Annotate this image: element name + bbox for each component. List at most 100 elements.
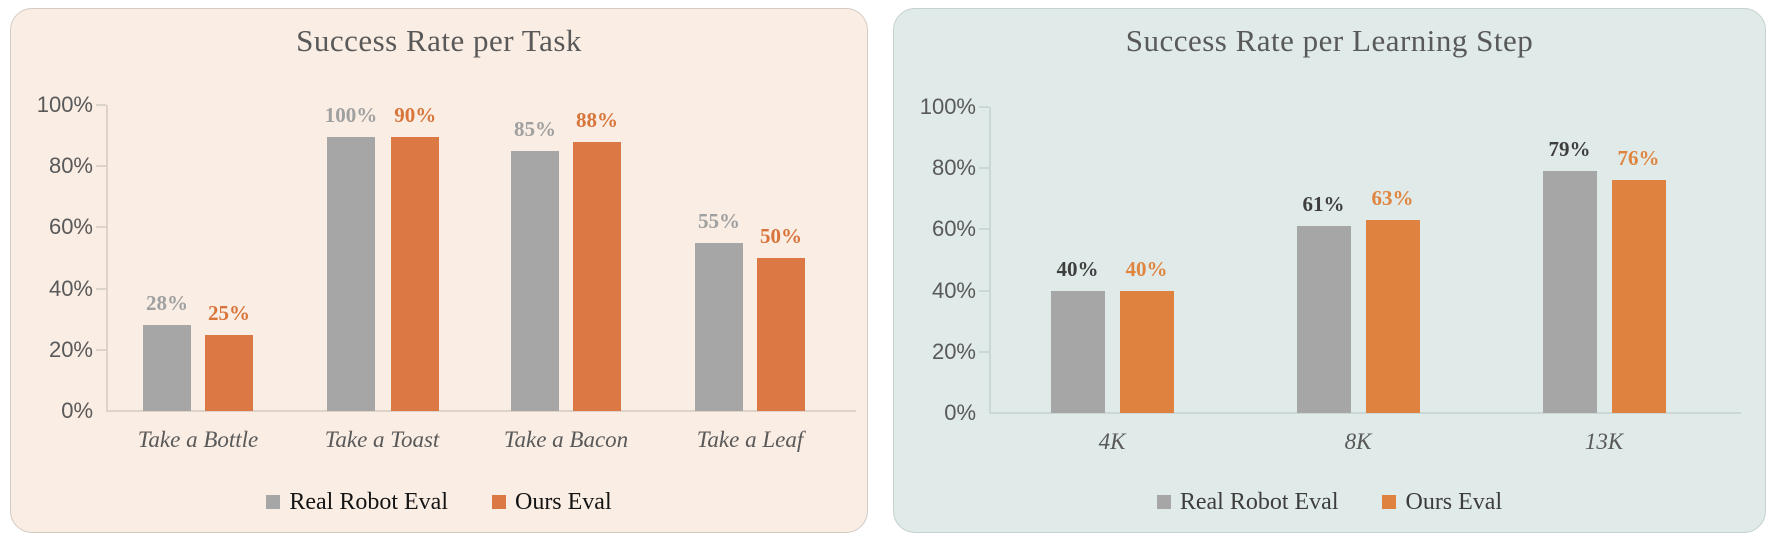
bar-real-robot-eval — [695, 242, 743, 411]
legend: Real Robot Eval Ours Eval — [11, 490, 867, 514]
y-axis-tick-label: 60% — [48, 214, 93, 240]
bar-value-label: 76% — [1617, 146, 1660, 171]
bar-with-label: 63% — [1365, 107, 1420, 413]
y-axis-tick-mark — [979, 106, 989, 108]
plot-area: 0% 20% 40% 60% 80% 100% 28% 25% 100% 90% 85% 88% 55… — [37, 94, 856, 422]
bar-real-robot-eval — [1296, 226, 1351, 413]
y-axis-tick-label: 100% — [36, 92, 93, 117]
bar-value-label: 25% — [208, 300, 250, 325]
y-axis-tick-mark — [979, 350, 989, 353]
legend-item-real-robot-eval: Real Robot Eval — [266, 490, 448, 514]
bar-value-label: 28% — [146, 291, 188, 316]
x-axis-category-label: Take a Toast — [324, 427, 440, 452]
bar-ours-eval — [1365, 220, 1420, 413]
y-axis-tick-label: 20% — [48, 336, 93, 362]
chart-panel-success-rate-per-learning-step: Success Rate per Learning Step 0% 20% 40% 6… — [893, 8, 1766, 533]
x-axis-category-label: 4K — [1098, 429, 1126, 454]
legend-label-ours-eval: Ours Eval — [1405, 489, 1503, 515]
bar-group: 28% 25% — [106, 105, 290, 411]
legend-swatch-ours-eval — [491, 495, 506, 509]
y-axis-line — [989, 107, 991, 413]
bar-group: 40% 40% — [989, 107, 1235, 413]
legend-swatch-real-robot-eval — [266, 495, 281, 509]
x-axis-category-labels: 4K 8K 13K — [989, 429, 1727, 455]
bar-real-robot-eval — [143, 325, 191, 411]
chart-title: Success Rate per Task — [296, 23, 582, 58]
y-axis-tick-label: 100% — [919, 94, 976, 119]
bar-ours-eval — [1611, 180, 1666, 413]
legend: Real Robot Eval Ours Eval — [894, 490, 1765, 514]
y-axis-tick-label: 0% — [61, 398, 93, 423]
bar-with-label: 76% — [1611, 107, 1666, 413]
bar-value-label: 55% — [698, 208, 740, 233]
bar-real-robot-eval — [327, 137, 375, 411]
legend-item-ours-eval: Ours Eval — [1382, 490, 1502, 514]
bar-value-label: 85% — [514, 116, 556, 141]
bar-group: 85% 88% — [474, 105, 658, 411]
x-axis-line — [106, 410, 856, 412]
y-axis-tick-label: 80% — [931, 155, 976, 181]
bar-group: 61% 63% — [1235, 107, 1481, 413]
y-axis: 0% 20% 40% 60% 80% 100% — [37, 94, 842, 422]
bar-value-label: 90% — [394, 103, 437, 127]
bar-with-label: 40% — [1050, 107, 1105, 413]
x-axis-category-label: Take a Leaf — [696, 427, 804, 452]
y-axis-tick-label: 20% — [931, 338, 976, 364]
bar-group: 55% 50% — [658, 105, 842, 411]
legend-item-real-robot-eval: Real Robot Eval — [1156, 489, 1339, 515]
y-axis-tick-mark — [96, 165, 106, 168]
bar-with-label: 50% — [757, 105, 805, 411]
x-axis-category-label: 8K — [1344, 429, 1372, 454]
bar-value-label: 88% — [576, 107, 618, 132]
y-axis-tick-mark — [96, 287, 106, 290]
plot-area: 0% 20% 40% 60% 80% 100% 40% 40% 61% 63% 79% 76% — [920, 96, 1741, 424]
bar-ours-eval — [573, 141, 621, 411]
y-axis-tick-mark — [979, 167, 989, 170]
bar-ours-eval — [391, 137, 440, 411]
bar-groups: 28% 25% 100% 90% 85% 88% 55% 50% — [106, 105, 842, 411]
legend-label-real-robot-eval: Real Robot Eval — [289, 489, 448, 515]
bar-value-label: 79% — [1548, 137, 1591, 162]
bar-group: 100% 90% — [290, 105, 474, 411]
legend-label-ours-eval: Ours Eval — [514, 489, 612, 515]
bar-value-label: 40% — [1056, 256, 1099, 281]
x-axis-category-labels: Take a Bottle Take a Toast Take a Bacon Tak… — [106, 427, 842, 453]
bar-with-label: 55% — [695, 105, 743, 411]
bar-with-label: 100% — [324, 103, 378, 411]
legend-label-real-robot-eval: Real Robot Eval — [1179, 489, 1339, 515]
x-axis-category-label: Take a Bacon — [503, 427, 629, 452]
y-axis-line — [106, 105, 108, 411]
bar-value-label: 100% — [324, 103, 378, 127]
bar-with-label: 25% — [205, 105, 253, 411]
chart-panel-success-rate-per-task: Success Rate per Task 0% 20% 40% 60% 80% 100%… — [10, 8, 868, 533]
y-axis-tick-mark — [96, 348, 106, 351]
y-axis-tick-label: 0% — [944, 400, 976, 425]
bar-with-label: 28% — [143, 105, 191, 411]
bar-ours-eval — [205, 334, 253, 411]
chart-title: Success Rate per Learning Step — [1125, 23, 1534, 58]
x-axis-category-label: Take a Bottle — [137, 427, 259, 452]
y-axis-tick-label: 60% — [931, 216, 976, 242]
bar-with-label: 61% — [1296, 107, 1351, 413]
bar-value-label: 63% — [1371, 186, 1414, 211]
bar-with-label: 90% — [391, 103, 440, 411]
bar-ours-eval — [757, 258, 805, 411]
legend-item-ours-eval: Ours Eval — [491, 489, 612, 515]
legend-swatch-real-robot-eval — [1156, 495, 1171, 509]
bar-value-label: 40% — [1125, 256, 1168, 281]
bar-groups: 40% 40% 61% 63% 79% 76% — [989, 107, 1727, 413]
bar-value-label: 50% — [760, 224, 802, 248]
legend-swatch-ours-eval — [1382, 495, 1397, 509]
y-axis-tick-label: 80% — [48, 153, 93, 179]
y-axis-tick-mark — [96, 104, 106, 106]
bar-real-robot-eval — [1542, 171, 1597, 413]
x-axis-category-label: 13K — [1584, 429, 1624, 454]
bar-real-robot-eval — [1050, 290, 1105, 413]
bar-real-robot-eval — [511, 150, 559, 411]
y-axis-tick-label: 40% — [931, 277, 976, 303]
x-axis-line — [989, 412, 1741, 414]
y-axis-tick-mark — [979, 289, 989, 292]
y-axis-tick-label: 40% — [48, 275, 93, 301]
y-axis-tick-mark — [979, 228, 989, 231]
